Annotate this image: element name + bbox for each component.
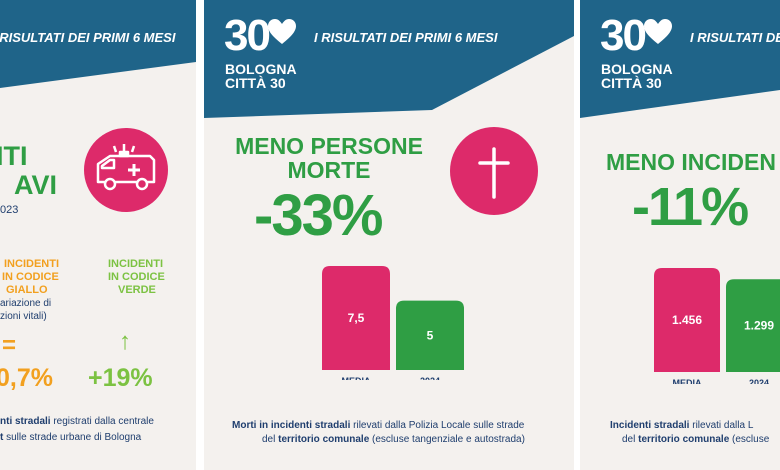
bar-0 — [654, 268, 720, 372]
center-logo-number: 30 — [224, 11, 271, 60]
cross-icon — [478, 147, 510, 199]
center-footer-line2: del territorio comunale (escluse tangenz… — [262, 432, 525, 448]
right-panel: 30 BOLOGNA CITTÀ 30 I RISULTATI DEI PRIM… — [580, 0, 780, 470]
left-footer-line2: t sulle strade urbane di Bologna — [0, 430, 141, 446]
up-arrow-icon: ↑ — [119, 328, 131, 355]
right-logo-digits: 30 — [600, 11, 647, 60]
right-footer-line1: Incidenti stradali rilevati dalla L — [610, 418, 753, 434]
left-footer-line1: nti stradali registrati dalla centrale — [0, 414, 154, 430]
center-footer-rest1: rilevati dalla Polizia Locale sulle stra… — [350, 420, 525, 431]
right-footer-bold2: territorio comunale — [638, 434, 730, 445]
yellow-value: 0,7% — [0, 364, 53, 392]
right-footer-rest2: (escluse — [729, 434, 770, 445]
center-heading-line1: MENO PERSONE — [235, 133, 423, 159]
left-footer-rest1: registrati dalla centrale — [50, 416, 154, 427]
category-label-1-0: 2024 — [749, 378, 769, 384]
ambulance-icon — [96, 144, 156, 191]
bar-value-label-1: 1.299 — [744, 319, 774, 333]
left-panel: I RISULTATI DEI PRIMI 6 MESI ITI AVI 023… — [0, 0, 196, 470]
center-panel: 30 BOLOGNA CITTÀ 30 I RISULTATI DEI PRIM… — [204, 0, 574, 470]
right-banner-text: I RISULTATI DEI PRIMI 6 MESI — [690, 30, 780, 45]
category-label-1-0: 2024 — [420, 376, 440, 380]
left-footer-bold1: nti stradali — [0, 416, 51, 427]
left-banner-shape — [0, 0, 196, 88]
left-footer-bold2: t — [0, 432, 4, 443]
center-heading-line2: MORTE — [287, 157, 371, 183]
center-footer-bold2: territorio comunale — [278, 434, 370, 445]
cross-circle — [450, 127, 538, 215]
bar-value-label-0: 1.456 — [672, 313, 702, 327]
bar-0 — [322, 266, 390, 370]
right-logo-city1: BOLOGNA — [601, 61, 673, 77]
center-logo-city1: BOLOGNA — [225, 61, 297, 77]
left-heading-line1: ITI — [0, 141, 28, 171]
center-logo-digits: 30 — [224, 11, 271, 60]
right-footer-line2: del territorio comunale (escluse — [622, 432, 769, 448]
green-label-3: VERDE — [118, 284, 156, 296]
right-logo-heart-icon — [644, 19, 672, 44]
left-heading-line2: AVI — [14, 170, 58, 200]
category-label-0-0: MEDIA — [342, 376, 372, 380]
right-footer-rest1: rilevati dalla L — [689, 420, 754, 431]
right-logo-city2: CITTÀ 30 — [601, 75, 662, 91]
yellow-note-1: ariazione di — [0, 298, 52, 309]
bar-1 — [726, 279, 780, 372]
right-footer-pre2: del — [622, 434, 639, 445]
right-percent: -11% — [632, 177, 749, 237]
green-label-2: IN CODICE — [108, 271, 165, 283]
ambulance-circle — [84, 128, 168, 212]
center-banner-shape — [204, 0, 574, 118]
yellow-sign: = — [2, 332, 17, 359]
bar-value-label-0: 7,5 — [348, 311, 365, 325]
center-logo-city2: CITTÀ 30 — [225, 75, 286, 91]
center-percent: -33% — [254, 183, 383, 248]
green-value: +19% — [88, 364, 153, 392]
category-label-0-0: MEDIA — [673, 378, 703, 384]
yellow-label-1: INCIDENTI — [4, 258, 59, 270]
center-footer-rest2: (escluse tangenziale e autostrada) — [369, 434, 525, 445]
left-year-fragment: 023 — [0, 204, 19, 216]
yellow-note-2: zioni vitali) — [0, 311, 47, 322]
center-logo-heart-icon — [268, 19, 296, 44]
yellow-label-2: IN CODICE — [2, 271, 59, 283]
center-footer-pre2: del — [262, 434, 279, 445]
yellow-label-3: GIALLO — [6, 284, 48, 296]
bar-value-label-1: 5 — [427, 328, 434, 342]
center-banner-text: I RISULTATI DEI PRIMI 6 MESI — [314, 30, 498, 45]
bar-1 — [396, 300, 464, 370]
center-footer-bold1: Morti in incidenti stradali — [232, 420, 351, 431]
right-logo-number: 30 — [600, 11, 647, 60]
center-bar-chart: 7,5MEDIA2022/202352024 — [322, 266, 464, 380]
center-footer-line1: Morti in incidenti stradali rilevati dal… — [232, 418, 524, 434]
green-label-1: INCIDENTI — [108, 258, 163, 270]
left-banner-text: I RISULTATI DEI PRIMI 6 MESI — [0, 30, 176, 45]
right-banner-shape — [580, 0, 780, 118]
right-heading: MENO INCIDEN — [606, 149, 776, 175]
right-footer-bold1: Incidenti stradali — [610, 420, 690, 431]
left-footer-rest2: sulle strade urbane di Bologna — [3, 432, 142, 443]
